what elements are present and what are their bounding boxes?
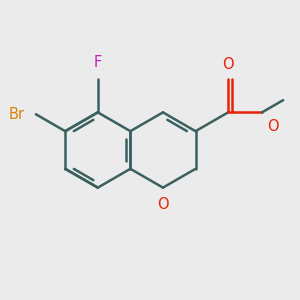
Text: O: O — [157, 197, 169, 212]
Text: F: F — [94, 55, 102, 70]
Text: O: O — [222, 57, 234, 72]
Text: O: O — [267, 119, 278, 134]
Text: Br: Br — [8, 107, 24, 122]
